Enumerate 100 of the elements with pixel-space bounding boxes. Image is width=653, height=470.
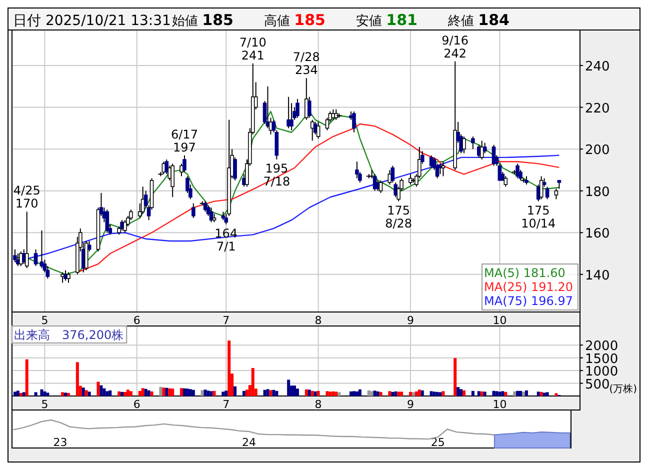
bar (350, 391, 353, 396)
text: 始値 185 (172, 11, 234, 29)
bar (200, 390, 204, 396)
bar (358, 389, 362, 396)
annotation: 7/10 241 (239, 35, 266, 62)
bar (46, 392, 50, 396)
bar (438, 392, 442, 396)
candlestick (355, 161, 359, 179)
bar (25, 359, 28, 396)
bar (495, 391, 498, 396)
y-tick-label: 180 (585, 184, 610, 200)
bar (394, 391, 398, 396)
bar (287, 380, 290, 396)
bar (16, 390, 20, 396)
y-tick-label: 220 (585, 101, 610, 116)
bar (138, 390, 142, 396)
y-axis-title: (万株) (609, 383, 638, 395)
candlestick (34, 248, 38, 267)
bar (522, 392, 525, 396)
candlestick (224, 213, 228, 225)
bar (480, 391, 484, 396)
bar (513, 391, 516, 396)
bar (19, 392, 22, 396)
bar (168, 388, 172, 396)
bar (171, 388, 174, 396)
bar (328, 392, 332, 396)
bar (370, 391, 374, 396)
x-tick-label: 10 (492, 398, 507, 411)
bar (204, 390, 207, 396)
bar (379, 392, 382, 396)
candlestick (504, 176, 508, 188)
text: 終値 184 (447, 11, 510, 29)
bar (536, 392, 540, 396)
bar (334, 392, 338, 396)
bar (418, 390, 421, 396)
bar (460, 389, 463, 396)
bar (251, 368, 254, 396)
x-tick-label: 5 (41, 314, 48, 327)
bar (412, 392, 415, 396)
bar (310, 390, 314, 396)
candlestick (290, 102, 294, 131)
x-tick-label: 8 (314, 398, 322, 411)
bar (118, 391, 121, 396)
candlestick (482, 142, 487, 154)
bar (84, 390, 88, 396)
candlestick (316, 121, 320, 140)
bar (554, 393, 558, 396)
bar (228, 340, 231, 396)
x-tick-label: 25 (430, 436, 445, 449)
chart-title: 日付 2025/10/21 13:31 (13, 13, 171, 29)
candlestick (378, 180, 383, 194)
bar (442, 391, 445, 396)
bar (182, 388, 186, 396)
bar (43, 391, 46, 396)
text: 安値 181 (356, 11, 418, 29)
bar (100, 385, 103, 396)
bar (519, 390, 522, 396)
candlestick (408, 174, 412, 186)
candlestick (24, 211, 29, 269)
y-tick-label: 1500 (585, 352, 618, 367)
bar (22, 392, 26, 396)
bar (420, 390, 424, 396)
x-tick-label: 7 (222, 314, 230, 327)
bar (61, 392, 64, 396)
bar (106, 391, 109, 396)
bar (430, 391, 433, 396)
bar (108, 390, 112, 396)
bar (224, 390, 228, 396)
candlestick (123, 220, 127, 234)
bar (67, 392, 70, 396)
x-tick-label: 6 (133, 314, 140, 327)
candlestick (462, 136, 466, 154)
bar (147, 390, 150, 396)
y-tick-label: 240 (585, 60, 610, 75)
bar (454, 358, 457, 396)
bar (376, 391, 380, 396)
bar (477, 391, 480, 396)
bar (34, 392, 38, 396)
y-tick-label: 200 (585, 143, 610, 158)
candlestick (170, 163, 174, 198)
bar (504, 392, 508, 396)
bar (129, 391, 132, 396)
candlestick (516, 163, 520, 179)
x-tick-label: 10 (492, 314, 507, 327)
candlestick (296, 98, 300, 118)
bar (397, 392, 400, 396)
bar (234, 386, 237, 396)
bar (524, 390, 528, 396)
candlestick (352, 110, 356, 133)
bar (88, 392, 91, 396)
x-tick-label: 5 (41, 398, 48, 411)
bar (40, 389, 44, 396)
bar (542, 392, 546, 396)
candlestick (66, 272, 70, 284)
bar (210, 391, 213, 396)
bar (162, 388, 166, 396)
bar (432, 392, 436, 396)
bar (269, 390, 272, 396)
candlestick (182, 154, 186, 173)
candlestick (334, 108, 338, 120)
